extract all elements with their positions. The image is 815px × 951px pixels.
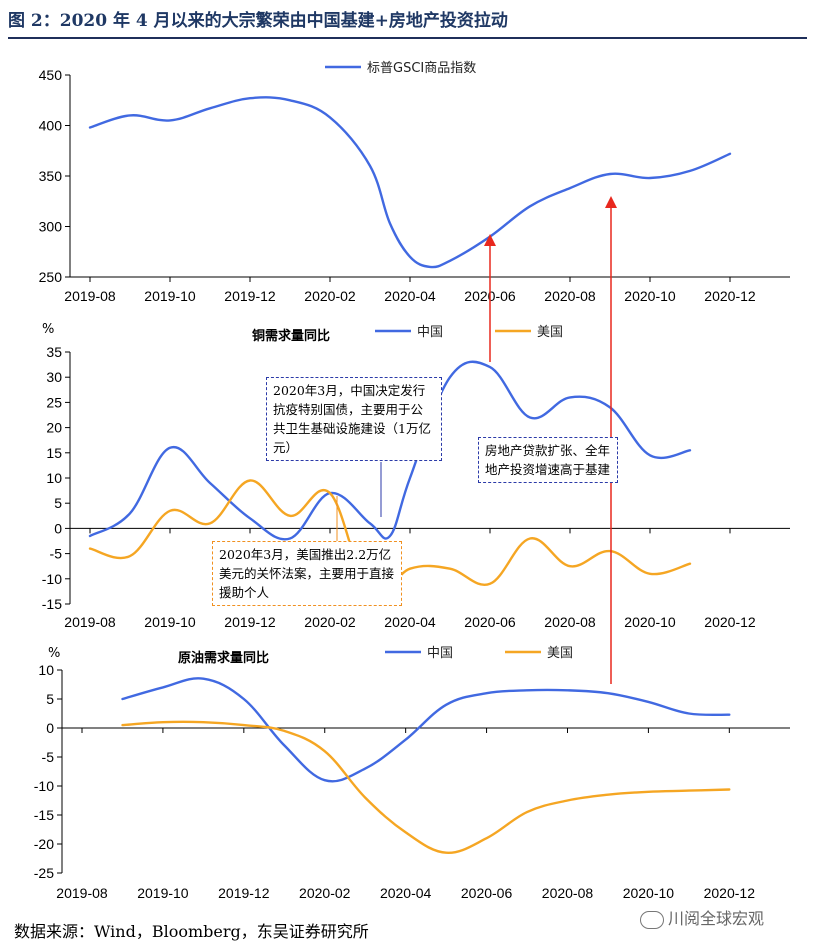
y-tick-label: 10 — [46, 470, 62, 486]
y-tick-label: 5 — [54, 495, 62, 511]
title-rule — [8, 37, 807, 39]
y-tick-label: 5 — [46, 691, 54, 707]
x-tick-label: 2020-02 — [304, 288, 356, 304]
panel-title: 原油需求量同比 — [178, 650, 269, 666]
x-tick-label: 2020-12 — [704, 614, 756, 630]
series-line-china — [88, 96, 732, 269]
y-tick-label: -10 — [42, 571, 62, 587]
y-tick-label: 400 — [39, 118, 63, 134]
x-tick-label: 2020-12 — [704, 288, 756, 304]
x-tick-label: 2019-12 — [224, 614, 276, 630]
y-tick-label: 450 — [39, 67, 63, 83]
panel-oil: -25 -20 -15 -10 -5 0 5 10 2019-08 2019-10 2019-12 2… — [34, 646, 790, 901]
x-tick-label: 2020-10 — [623, 885, 675, 901]
y-tick-label: -5 — [42, 749, 55, 765]
x-tick-label: 2020-08 — [544, 614, 596, 630]
annotation-property-investment: 房地产贷款扩张、全年地产投资增速高于基建 — [478, 437, 618, 483]
callout-lines — [336, 462, 382, 541]
figure-title: 图 2：2020 年 4 月以来的大宗繁荣由中国基建+房地产投资拉动 — [8, 11, 508, 31]
y-tick-label: 350 — [39, 168, 63, 184]
legend-label-china: 中国 — [427, 646, 453, 661]
y-tick-label: 250 — [39, 269, 63, 285]
y-tick-label: 10 — [38, 662, 54, 678]
x-tick-label: 2020-04 — [384, 288, 436, 304]
y-tick-label: -20 — [34, 836, 54, 852]
watermark-text: 川阅全球宏观 — [668, 909, 765, 928]
legend-label-china: 标普GSCI商品指数 — [367, 61, 476, 76]
x-tick-label: 2019-08 — [56, 885, 108, 901]
x-tick-label: 2019-10 — [137, 885, 189, 901]
watermark: 川阅全球宏观 — [640, 905, 764, 929]
series-line-us — [121, 720, 731, 854]
y-tick-label: 0 — [46, 720, 54, 736]
x-tick-label: 2019-08 — [64, 614, 116, 630]
figure-source: 数据来源：Wind，Bloomberg，东吴证券研究所 — [14, 922, 369, 941]
annotation-china-bonds: 2020年3月，中国决定发行抗疫特别国债，主要用于公共卫生基础设施建设（1万亿元… — [266, 377, 442, 461]
x-tick-label: 2020-04 — [380, 885, 432, 901]
y-tick-label: 25 — [46, 394, 62, 410]
series-line-china — [121, 677, 731, 783]
y-unit-label: % — [42, 322, 54, 337]
y-tick-label: -25 — [34, 865, 54, 881]
x-tick-label: 2020-12 — [704, 885, 756, 901]
x-tick-label: 2020-08 — [544, 288, 596, 304]
panel-gsci: 250 300 350 400 450 2019-08 2019-10 2019-12 2020… — [39, 61, 790, 304]
annotation-us-cares-act: 2020年3月，美国推出2.2万亿美元的关怀法案，主要用于直接援助个人 — [212, 541, 402, 606]
legend-label-china: 中国 — [417, 325, 443, 340]
legend-label-us: 美国 — [537, 325, 563, 340]
wechat-icon — [640, 910, 664, 929]
y-tick-label: -15 — [42, 596, 62, 612]
x-tick-label: 2020-04 — [384, 614, 436, 630]
y-tick-label: 20 — [46, 420, 62, 436]
y-tick-label: 35 — [46, 344, 62, 360]
panel-title: 铜需求量同比 — [251, 328, 330, 344]
y-unit-label: % — [48, 646, 60, 661]
x-tick-label: 2020-10 — [624, 288, 676, 304]
x-tick-label: 2019-08 — [64, 288, 116, 304]
panel-copper: -15 -10 -5 0 5 10 15 20 25 30 35 2019-08 2019-10 2019… — [42, 322, 790, 630]
series-line-china — [88, 360, 692, 541]
x-tick-label: 2020-08 — [542, 885, 594, 901]
x-tick-label: 2019-12 — [224, 288, 276, 304]
y-tick-label: 300 — [39, 219, 63, 235]
y-tick-label: 30 — [46, 369, 62, 385]
y-tick-label: -10 — [34, 778, 54, 794]
y-tick-label: 15 — [46, 445, 62, 461]
x-tick-label: 2020-06 — [464, 614, 516, 630]
y-tick-label: -15 — [34, 807, 54, 823]
x-tick-label: 2019-10 — [144, 288, 196, 304]
x-tick-label: 2020-02 — [304, 614, 356, 630]
legend-label-us: 美国 — [547, 646, 573, 661]
y-tick-label: 0 — [54, 520, 62, 536]
x-tick-label: 2019-10 — [144, 614, 196, 630]
x-tick-label: 2020-10 — [624, 614, 676, 630]
x-tick-label: 2020-06 — [461, 885, 513, 901]
y-tick-label: -5 — [50, 546, 63, 562]
x-tick-label: 2019-12 — [218, 885, 270, 901]
x-tick-label: 2020-02 — [299, 885, 351, 901]
